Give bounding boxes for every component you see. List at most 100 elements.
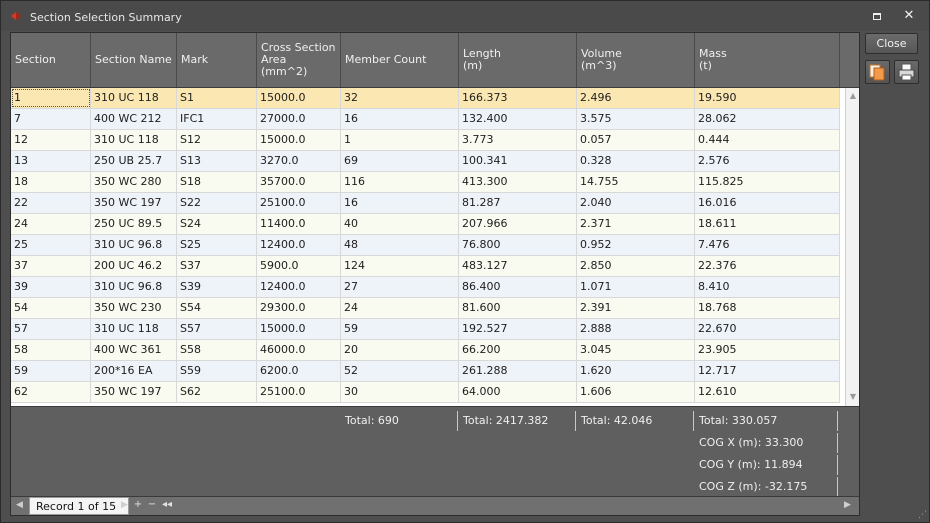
cell-name[interactable]: 310 UC 96.8 (91, 277, 177, 297)
cell-volume[interactable]: 0.952 (577, 235, 695, 255)
close-window-button[interactable]: ✕ (901, 9, 917, 23)
cell-area[interactable]: 15000.0 (257, 319, 341, 339)
cell-mark[interactable]: S13 (177, 151, 257, 171)
cell-count[interactable]: 40 (341, 214, 459, 234)
cell-section[interactable]: 18 (11, 172, 91, 192)
nav-next-icon[interactable]: ▶ (121, 500, 128, 510)
cell-count[interactable]: 24 (341, 298, 459, 318)
cell-mark[interactable]: S54 (177, 298, 257, 318)
cell-mark[interactable]: S22 (177, 193, 257, 213)
cell-section[interactable]: 24 (11, 214, 91, 234)
cell-mark[interactable]: S62 (177, 382, 257, 402)
cell-mark[interactable]: S1 (177, 88, 257, 108)
cell-name[interactable]: 400 WC 361 (91, 340, 177, 360)
cell-mass[interactable]: 0.444 (695, 130, 840, 150)
cell-length[interactable]: 81.287 (459, 193, 577, 213)
cell-count[interactable]: 116 (341, 172, 459, 192)
cell-length[interactable]: 100.341 (459, 151, 577, 171)
cell-count[interactable]: 1 (341, 130, 459, 150)
cell-count[interactable]: 59 (341, 319, 459, 339)
cell-section[interactable]: 58 (11, 340, 91, 360)
nav-first-icon[interactable]: ◂◂ (161, 499, 173, 510)
cell-section[interactable]: 1 (11, 88, 91, 108)
cell-mark[interactable]: S39 (177, 277, 257, 297)
table-row[interactable]: 57 310 UC 118 S57 15000.0 59 192.527 2.888 22.6… (11, 319, 840, 340)
cell-area[interactable]: 15000.0 (257, 130, 341, 150)
cell-mark[interactable]: S37 (177, 256, 257, 276)
vertical-scrollbar[interactable]: ▲ ▼ (845, 88, 859, 406)
column-header-section[interactable]: Section (11, 33, 91, 87)
cell-mass[interactable]: 19.590 (695, 88, 840, 108)
cell-name[interactable]: 310 UC 118 (91, 319, 177, 339)
cell-name[interactable]: 400 WC 212 (91, 109, 177, 129)
cell-volume[interactable]: 2.040 (577, 193, 695, 213)
nav-prev-icon[interactable]: ◀ (16, 500, 23, 510)
cell-mass[interactable]: 115.825 (695, 172, 840, 192)
table-row[interactable]: 13 250 UB 25.7 S13 3270.0 69 100.341 0.328 2.57… (11, 151, 840, 172)
cell-area[interactable]: 11400.0 (257, 214, 341, 234)
cell-name[interactable]: 350 WC 197 (91, 193, 177, 213)
cell-mark[interactable]: S24 (177, 214, 257, 234)
cell-name[interactable]: 310 UC 96.8 (91, 235, 177, 255)
cell-section[interactable]: 54 (11, 298, 91, 318)
cell-mark[interactable]: S57 (177, 319, 257, 339)
table-row[interactable]: 58 400 WC 361 S58 46000.0 20 66.200 3.045 23.90… (11, 340, 840, 361)
cell-length[interactable]: 207.966 (459, 214, 577, 234)
cell-count[interactable]: 16 (341, 193, 459, 213)
cell-section[interactable]: 7 (11, 109, 91, 129)
cell-section[interactable]: 57 (11, 319, 91, 339)
cell-count[interactable]: 69 (341, 151, 459, 171)
cell-count[interactable]: 32 (341, 88, 459, 108)
cell-length[interactable]: 166.373 (459, 88, 577, 108)
cell-volume[interactable]: 2.850 (577, 256, 695, 276)
cell-name[interactable]: 250 UC 89.5 (91, 214, 177, 234)
column-header-count[interactable]: Member Count (341, 33, 459, 87)
cell-name[interactable]: 350 WC 197 (91, 382, 177, 402)
cell-volume[interactable]: 3.045 (577, 340, 695, 360)
cell-length[interactable]: 81.600 (459, 298, 577, 318)
cell-name[interactable]: 250 UB 25.7 (91, 151, 177, 171)
cell-section[interactable]: 13 (11, 151, 91, 171)
cell-volume[interactable]: 1.071 (577, 277, 695, 297)
table-row[interactable]: 7 400 WC 212 IFC1 27000.0 16 132.400 3.575 28.0… (11, 109, 840, 130)
cell-mark[interactable]: S18 (177, 172, 257, 192)
cell-length[interactable]: 261.288 (459, 361, 577, 381)
cell-name[interactable]: 310 UC 118 (91, 130, 177, 150)
cell-volume[interactable]: 1.620 (577, 361, 695, 381)
cell-count[interactable]: 52 (341, 361, 459, 381)
cell-mass[interactable]: 16.016 (695, 193, 840, 213)
table-row[interactable]: 12 310 UC 118 S12 15000.0 1 3.773 0.057 0.444 (11, 130, 840, 151)
cell-count[interactable]: 27 (341, 277, 459, 297)
cell-section[interactable]: 12 (11, 130, 91, 150)
cell-count[interactable]: 124 (341, 256, 459, 276)
cell-mark[interactable]: S12 (177, 130, 257, 150)
column-header-name[interactable]: Section Name (91, 33, 177, 87)
cell-length[interactable]: 76.800 (459, 235, 577, 255)
cell-count[interactable]: 48 (341, 235, 459, 255)
cell-area[interactable]: 35700.0 (257, 172, 341, 192)
cell-mass[interactable]: 2.576 (695, 151, 840, 171)
cell-mass[interactable]: 12.717 (695, 361, 840, 381)
cell-name[interactable]: 350 WC 230 (91, 298, 177, 318)
close-button[interactable]: Close (865, 33, 918, 54)
cell-length[interactable]: 132.400 (459, 109, 577, 129)
cell-length[interactable]: 483.127 (459, 256, 577, 276)
cell-volume[interactable]: 1.606 (577, 382, 695, 402)
nav-remove-icon[interactable]: − (147, 499, 157, 510)
cell-section[interactable]: 37 (11, 256, 91, 276)
cell-length[interactable]: 66.200 (459, 340, 577, 360)
cell-mass[interactable]: 22.670 (695, 319, 840, 339)
cell-volume[interactable]: 3.575 (577, 109, 695, 129)
cell-name[interactable]: 200 UC 46.2 (91, 256, 177, 276)
cell-area[interactable]: 12400.0 (257, 235, 341, 255)
table-row[interactable]: 18 350 WC 280 S18 35700.0 116 413.300 14.755 11… (11, 172, 840, 193)
table-row[interactable]: 37 200 UC 46.2 S37 5900.0 124 483.127 2.850 22.… (11, 256, 840, 277)
cell-area[interactable]: 29300.0 (257, 298, 341, 318)
cell-name[interactable]: 350 WC 280 (91, 172, 177, 192)
cell-length[interactable]: 3.773 (459, 130, 577, 150)
cell-volume[interactable]: 2.496 (577, 88, 695, 108)
cell-section[interactable]: 62 (11, 382, 91, 402)
cell-mass[interactable]: 22.376 (695, 256, 840, 276)
cell-length[interactable]: 64.000 (459, 382, 577, 402)
cell-area[interactable]: 25100.0 (257, 382, 341, 402)
